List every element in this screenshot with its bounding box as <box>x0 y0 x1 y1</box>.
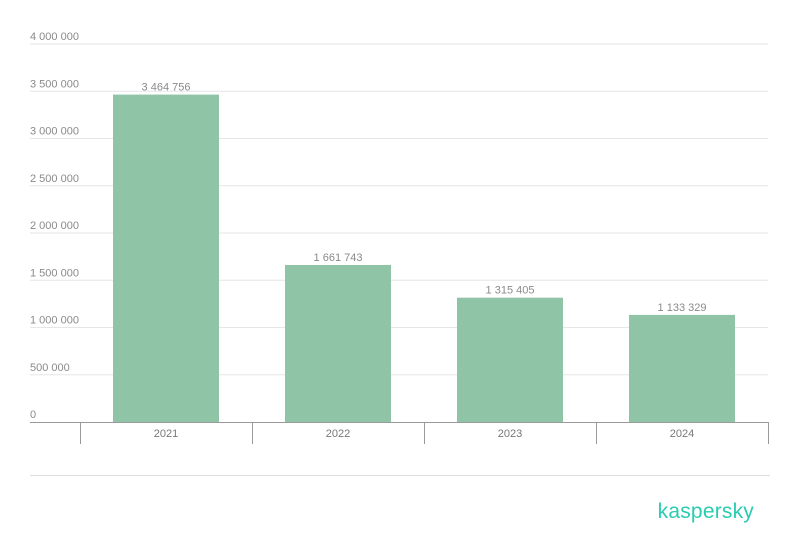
bar-chart: 0 500 000 1 000 000 1 500 000 2 000 000 2 500… <box>30 31 769 444</box>
y-tick-label: 500 000 <box>30 362 70 374</box>
data-label: 3 464 756 <box>142 82 191 94</box>
data-label: 1 315 405 <box>486 285 535 297</box>
x-tick-label: 2021 <box>154 428 178 440</box>
y-tick-label: 1 000 000 <box>30 315 79 327</box>
y-axis-tick-labels: 0 500 000 1 000 000 1 500 000 2 000 000 2 500… <box>30 31 79 421</box>
x-tick-label: 2023 <box>498 428 522 440</box>
y-tick-label: 3 500 000 <box>30 78 79 90</box>
bars <box>113 94 735 422</box>
x-tick-label: 2024 <box>670 428 694 440</box>
y-tick-label: 3 000 000 <box>30 126 79 138</box>
bar-2023 <box>457 297 563 422</box>
bar-2021 <box>113 94 219 422</box>
bar-2024 <box>629 314 735 422</box>
data-label: 1 661 743 <box>314 252 363 264</box>
y-tick-label: 4 000 000 <box>30 31 79 43</box>
footer-divider <box>30 475 770 476</box>
y-tick-label: 0 <box>30 409 36 421</box>
x-axis <box>30 422 769 444</box>
y-tick-label: 2 000 000 <box>30 220 79 232</box>
x-axis-category-labels: 2021 2022 2023 2024 <box>154 428 694 440</box>
data-label: 1 133 329 <box>658 302 707 314</box>
x-tick-label: 2022 <box>326 428 350 440</box>
kaspersky-logo: kaspersky <box>657 500 754 523</box>
y-tick-label: 2 500 000 <box>30 173 79 185</box>
bar-2022 <box>285 264 391 422</box>
y-tick-label: 1 500 000 <box>30 267 79 279</box>
data-labels: 3 464 756 1 661 743 1 315 405 1 133 329 <box>142 82 707 314</box>
